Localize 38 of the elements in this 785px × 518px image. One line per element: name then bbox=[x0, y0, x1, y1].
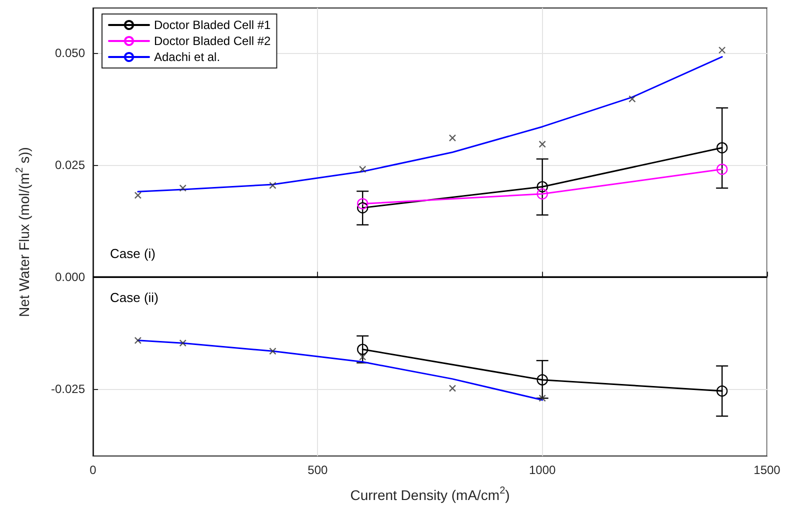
legend-label: Doctor Bladed Cell #1 bbox=[154, 18, 272, 32]
annotation: Case (i) bbox=[110, 246, 156, 261]
x-tick-label: 1500 bbox=[754, 463, 781, 477]
x-tick-label: 1000 bbox=[528, 463, 556, 477]
line-series bbox=[137, 340, 544, 401]
point bbox=[359, 353, 366, 361]
y-tick-label: 0.000 bbox=[54, 270, 86, 284]
point bbox=[716, 164, 728, 175]
point bbox=[716, 142, 728, 154]
point bbox=[538, 140, 546, 148]
point bbox=[359, 166, 366, 173]
point bbox=[718, 46, 726, 54]
y-tick-label: 0.025 bbox=[54, 158, 86, 172]
point bbox=[716, 385, 728, 397]
point bbox=[179, 340, 186, 347]
point bbox=[448, 384, 456, 392]
point bbox=[357, 202, 368, 214]
y-tick-label: 0.050 bbox=[54, 46, 86, 60]
point bbox=[269, 348, 276, 355]
y-tick-label: -0.025 bbox=[50, 382, 86, 396]
point bbox=[536, 181, 548, 192]
x-tick-label: 500 bbox=[308, 463, 328, 477]
x-tick-label: 0 bbox=[90, 463, 97, 477]
point bbox=[628, 95, 636, 103]
point bbox=[134, 336, 142, 344]
point bbox=[538, 394, 546, 402]
legend-label: Doctor Bladed Cell #2 bbox=[154, 34, 272, 48]
annotation: Case (ii) bbox=[110, 290, 158, 305]
point bbox=[357, 344, 368, 355]
point bbox=[536, 188, 548, 200]
y-axis-title: Net Water Flux (mol/(m2 s)) bbox=[14, 147, 32, 317]
point bbox=[269, 182, 276, 190]
point bbox=[448, 134, 456, 142]
point bbox=[179, 184, 186, 192]
point bbox=[134, 192, 142, 199]
point bbox=[536, 374, 548, 386]
legend-label: Adachi et al. bbox=[154, 50, 220, 64]
point bbox=[357, 198, 368, 210]
